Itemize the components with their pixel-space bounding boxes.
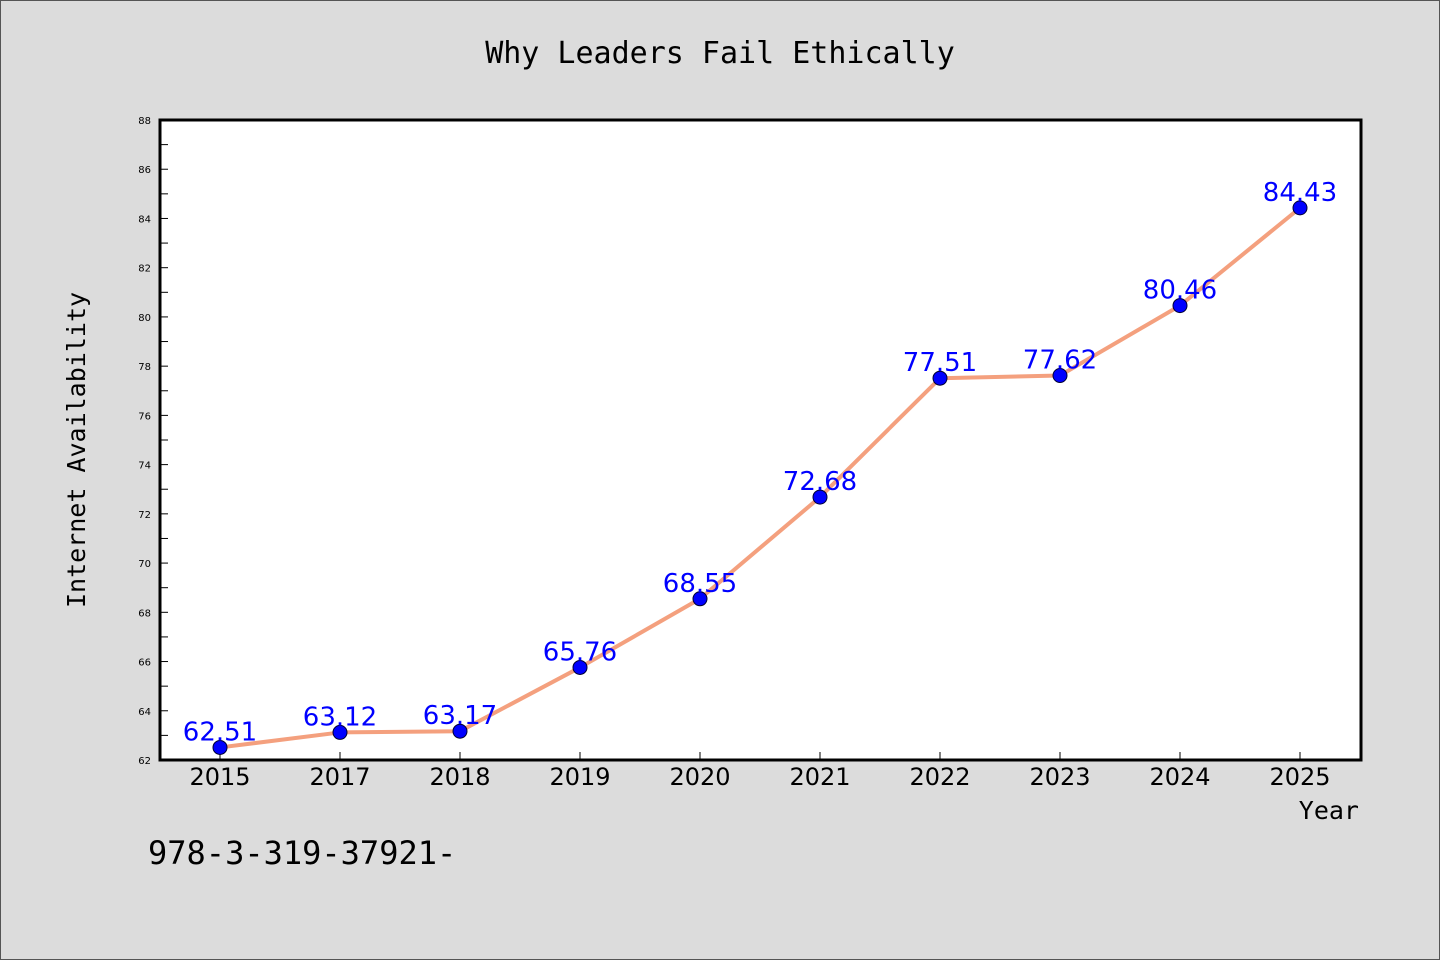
x-axis: 2015 2017 2018 2019 2020 2021 2022 2023 2024 2025 — [189, 752, 1331, 791]
data-label: 77.62 — [1023, 346, 1097, 376]
data-label: 80.46 — [1143, 276, 1217, 306]
x-tick-label: 2019 — [549, 763, 610, 791]
data-point — [332, 724, 348, 740]
data-point — [212, 739, 228, 755]
y-tick-label: 82 — [138, 264, 151, 275]
data-label: 65.76 — [543, 637, 617, 667]
x-tick-label: 2018 — [429, 763, 490, 791]
y-tick-label: 64 — [138, 707, 151, 718]
data-labels: 62.51 63.12 63.17 65.76 68.55 72.68 77.51 77.62… — [183, 178, 1337, 748]
data-label: 63.12 — [303, 702, 377, 732]
data-point — [692, 591, 708, 607]
data-label: 62.51 — [183, 717, 257, 747]
y-tick-label: 86 — [138, 165, 151, 176]
y-axis: 62 64 66 68 70 72 74 76 78 80 82 84 86 88 — [138, 116, 168, 767]
x-tick-label: 2024 — [1149, 763, 1210, 791]
y-tick-label: 68 — [138, 608, 151, 619]
x-tick-label: 2023 — [1029, 763, 1090, 791]
x-tick-label: 2022 — [909, 763, 970, 791]
chart-title: Why Leaders Fail Ethically — [485, 36, 955, 71]
y-tick-label: 70 — [138, 559, 151, 570]
data-point — [1172, 298, 1188, 314]
data-point — [572, 659, 588, 675]
data-point — [1292, 200, 1308, 216]
data-point — [452, 723, 468, 739]
data-label: 77.51 — [903, 348, 977, 378]
x-tick-label: 2015 — [189, 763, 250, 791]
footer-text: 978-3-319-37921- — [148, 834, 456, 872]
y-tick-label: 66 — [138, 658, 151, 669]
x-tick-label: 2017 — [309, 763, 370, 791]
y-tick-label: 88 — [138, 116, 151, 127]
x-tick-label: 2021 — [789, 763, 850, 791]
plot-area — [158, 118, 1363, 762]
data-label: 63.17 — [423, 701, 497, 731]
data-label: 72.68 — [783, 467, 857, 497]
data-point — [1052, 368, 1068, 384]
data-label: 84.43 — [1263, 178, 1337, 208]
data-markers — [212, 200, 1308, 755]
data-point — [812, 489, 828, 505]
y-tick-label: 78 — [138, 362, 151, 373]
y-tick-label: 80 — [138, 313, 151, 324]
x-axis-label: Year — [1299, 796, 1359, 825]
y-tick-label: 72 — [138, 510, 151, 521]
data-label: 68.55 — [663, 569, 737, 599]
series-line — [218, 205, 1302, 750]
x-tick-label: 2025 — [1269, 763, 1330, 791]
x-tick-label: 2020 — [669, 763, 730, 791]
y-tick-label: 76 — [138, 411, 151, 422]
data-point — [932, 370, 948, 386]
y-tick-label: 74 — [138, 461, 151, 472]
y-tick-label: 84 — [138, 214, 151, 225]
y-tick-label: 62 — [138, 756, 151, 767]
y-axis-label: Internet Availability — [62, 292, 91, 608]
